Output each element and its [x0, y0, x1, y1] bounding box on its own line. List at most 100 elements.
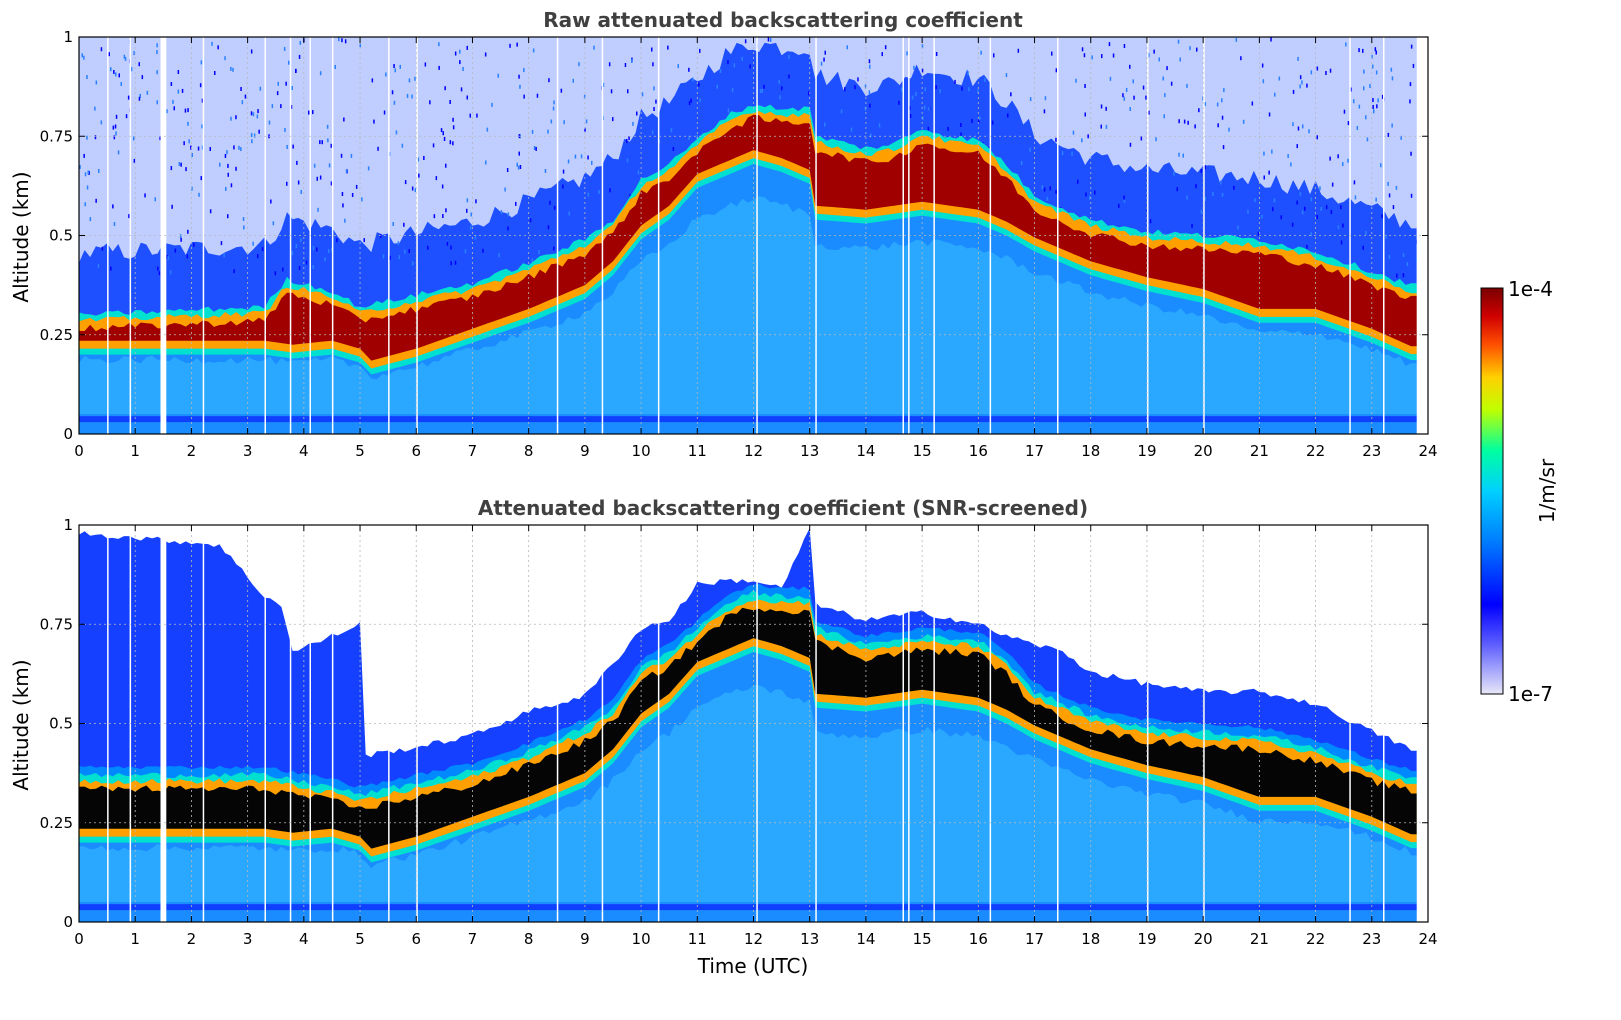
data-gap	[601, 37, 604, 434]
noise-speck	[637, 170, 640, 175]
noise-speck	[371, 78, 374, 83]
noise-speck	[549, 200, 551, 205]
data-gap	[107, 525, 109, 922]
noise-speck	[923, 105, 926, 110]
noise-speck	[1221, 115, 1224, 120]
noise-speck	[1044, 96, 1047, 101]
noise-speck	[1081, 47, 1084, 52]
noise-speck	[417, 157, 420, 162]
noise-speck	[506, 168, 509, 172]
noise-speck	[1375, 50, 1377, 55]
noise-speck	[169, 270, 172, 275]
noise-speck	[550, 119, 553, 124]
noise-speck	[1221, 192, 1224, 197]
noise-speck	[759, 89, 762, 94]
noise-speck	[138, 62, 140, 67]
noise-speck	[159, 136, 161, 141]
noise-speck	[1029, 97, 1032, 102]
noise-speck	[1148, 53, 1150, 58]
noise-speck	[1273, 198, 1276, 203]
noise-speck	[523, 68, 525, 73]
y-tick-label: 0.5	[49, 227, 73, 245]
noise-speck	[632, 121, 634, 126]
noise-speck	[187, 229, 189, 234]
noise-speck	[117, 150, 120, 155]
noise-speck	[531, 258, 534, 263]
noise-speck	[227, 172, 229, 177]
noise-speck	[373, 119, 375, 124]
noise-speck	[179, 234, 182, 239]
noise-speck	[459, 49, 461, 54]
noise-speck	[1029, 147, 1031, 152]
data-gap	[107, 37, 109, 434]
noise-speck	[677, 64, 679, 69]
noise-speck	[177, 89, 180, 94]
noise-speck	[412, 261, 414, 266]
noise-speck	[1347, 121, 1350, 126]
noise-speck	[295, 68, 297, 73]
noise-speck	[1123, 198, 1126, 203]
noise-speck	[441, 184, 444, 189]
noise-speck	[1331, 182, 1334, 187]
noise-speck	[414, 188, 417, 193]
noise-speck	[484, 52, 487, 57]
x-tick-label: 17	[1025, 930, 1044, 948]
raw-backscatter-panel: Raw attenuated backscattering coefficien…	[9, 8, 1438, 460]
noise-speck	[187, 121, 189, 126]
noise-speck	[298, 266, 301, 271]
noise-speck	[438, 42, 440, 47]
noise-speck	[220, 241, 223, 246]
noise-speck	[408, 78, 411, 83]
noise-speck	[250, 49, 253, 54]
noise-speck	[83, 55, 85, 60]
noise-speck	[411, 94, 413, 99]
noise-speck	[652, 62, 654, 67]
noise-speck	[292, 144, 294, 149]
noise-speck	[211, 41, 213, 46]
y-tick-label: 0.75	[40, 615, 73, 633]
screened-panel-title: Attenuated backscattering coefficient (S…	[478, 496, 1088, 520]
noise-speck	[146, 90, 149, 95]
x-tick-label: 4	[299, 442, 309, 460]
raw-panel-title: Raw attenuated backscattering coefficien…	[543, 8, 1023, 32]
noise-speck	[261, 247, 264, 252]
noise-speck	[497, 73, 499, 78]
data-gap	[331, 37, 334, 434]
noise-speck	[288, 60, 290, 65]
noise-speck	[696, 134, 698, 139]
noise-speck	[240, 147, 242, 152]
noise-speck	[1362, 48, 1364, 53]
noise-speck	[1363, 86, 1365, 91]
noise-speck	[209, 209, 212, 214]
noise-speck	[414, 76, 416, 81]
noise-speck	[1387, 181, 1389, 186]
noise-speck	[628, 136, 630, 141]
noise-speck	[435, 176, 438, 181]
noise-speck	[87, 170, 89, 175]
noise-speck	[517, 165, 520, 170]
noise-speck	[83, 153, 85, 158]
noise-speck	[1132, 79, 1134, 84]
data-gap	[601, 525, 604, 922]
x-tick-label: 5	[355, 442, 365, 460]
noise-speck	[342, 203, 344, 208]
noise-speck	[233, 269, 235, 274]
noise-speck	[180, 162, 182, 167]
noise-speck	[442, 214, 444, 218]
colorbar-unit-label: 1/m/sr	[1535, 458, 1559, 523]
noise-speck	[241, 100, 244, 105]
noise-speck	[960, 132, 962, 137]
noise-speck	[286, 145, 288, 149]
noise-speck	[403, 222, 405, 227]
noise-speck	[276, 91, 279, 96]
noise-speck	[445, 163, 447, 168]
noise-speck	[1043, 187, 1046, 192]
noise-speck	[79, 165, 81, 169]
noise-speck	[1084, 84, 1086, 88]
x-tick-label: 0	[74, 930, 84, 948]
noise-speck	[86, 135, 88, 140]
x-tick-label: 12	[744, 442, 763, 460]
noise-speck	[1149, 219, 1152, 224]
x-tick-label: 19	[1137, 930, 1156, 948]
noise-speck	[474, 235, 477, 240]
